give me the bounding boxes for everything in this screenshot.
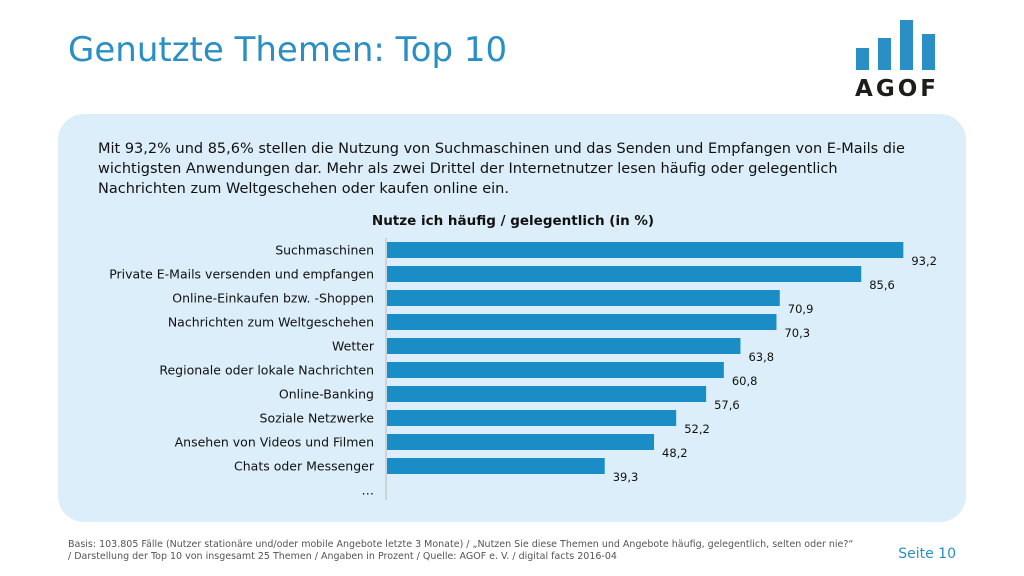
category-label: Ansehen von Videos und Filmen <box>175 435 374 450</box>
intro-text: Mit 93,2% und 85,6% stellen die Nutzung … <box>98 141 905 197</box>
logo-text: AGOF <box>855 76 939 100</box>
page-title: Genutzte Themen: Top 10 <box>68 30 508 70</box>
bar-chart: Nutze ich häufig / gelegentlich (in %) S… <box>109 213 937 500</box>
data-label: 57,6 <box>714 398 740 412</box>
bar <box>387 266 862 282</box>
category-label: Online-Einkaufen bzw. -Shoppen <box>172 291 374 306</box>
data-label: 70,3 <box>784 326 810 340</box>
logo-bar-4 <box>922 34 935 70</box>
data-label: 39,3 <box>613 470 639 484</box>
category-label: Wetter <box>332 339 375 354</box>
page-number: Seite 10 <box>898 546 956 562</box>
data-label: 85,6 <box>869 278 895 292</box>
category-label: Nachrichten zum Weltgeschehen <box>168 315 374 330</box>
data-label: 93,2 <box>911 254 937 268</box>
bar <box>387 314 777 330</box>
logo-bar-3 <box>900 20 913 70</box>
category-label: Online-Banking <box>279 387 374 402</box>
bar <box>387 434 655 450</box>
data-label: 70,9 <box>788 302 814 316</box>
bar <box>387 242 904 258</box>
bar <box>387 362 724 378</box>
data-label: 48,2 <box>662 446 688 460</box>
category-label: Soziale Netzwerke <box>260 411 375 426</box>
category-label: Regionale oder lokale Nachrichten <box>159 363 374 378</box>
bar <box>387 290 780 306</box>
data-label: 60,8 <box>732 374 758 388</box>
category-label: Private E-Mails versenden und empfangen <box>109 267 374 282</box>
chart-title: Nutze ich häufig / gelegentlich (in %) <box>372 213 654 229</box>
logo-bar-1 <box>856 48 869 70</box>
bar <box>387 386 707 402</box>
agof-logo: AGOF <box>855 20 939 100</box>
footnote: Basis: 103.805 Fälle (Nutzer stationäre … <box>68 539 854 562</box>
data-label: 52,2 <box>684 422 710 436</box>
bar <box>387 338 741 354</box>
category-label: Chats oder Messenger <box>234 459 375 474</box>
data-label: 63,8 <box>748 350 774 364</box>
logo-bar-2 <box>878 38 891 70</box>
category-label: … <box>362 483 375 498</box>
bar <box>387 410 677 426</box>
category-label: Suchmaschinen <box>275 243 374 258</box>
bar <box>387 458 605 474</box>
